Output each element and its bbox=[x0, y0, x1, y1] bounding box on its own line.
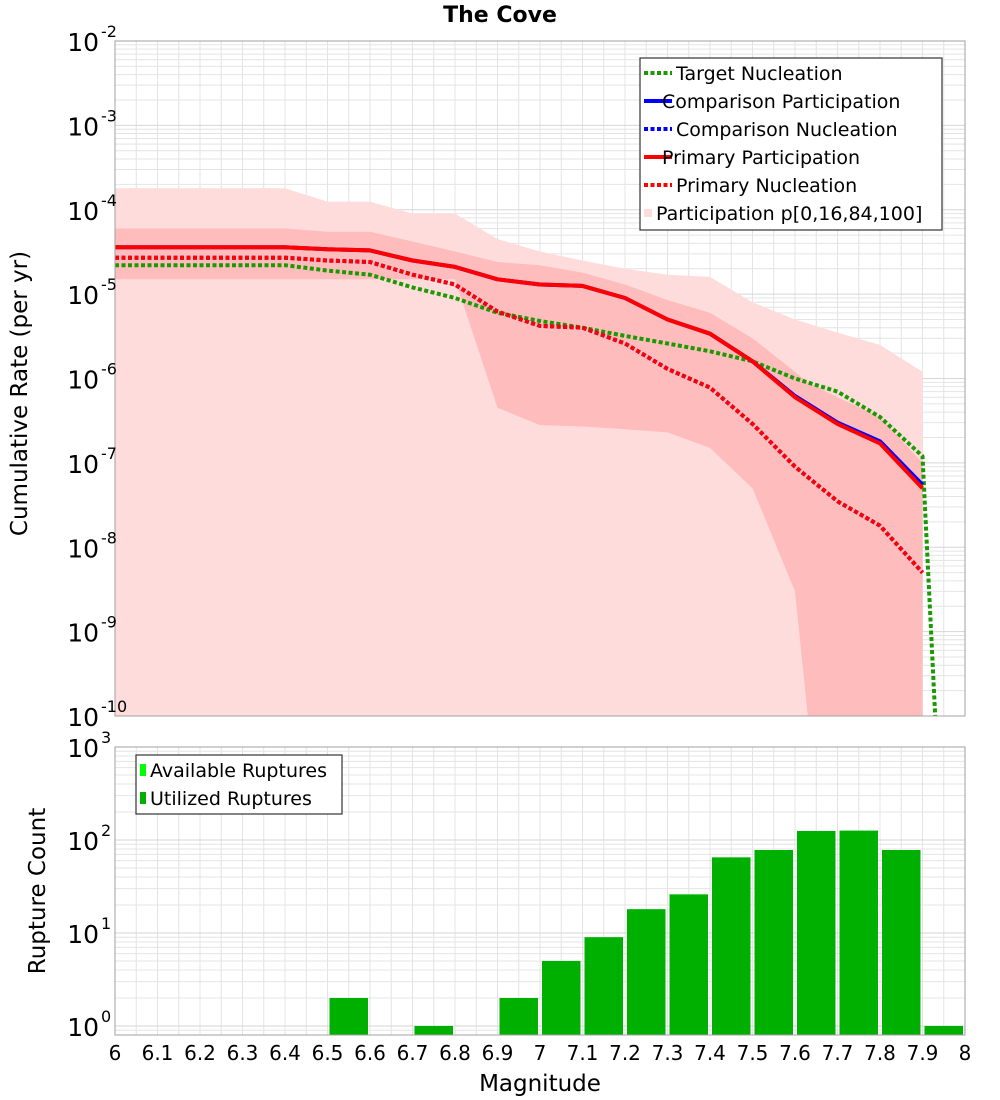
y-tick-exponent: -3 bbox=[101, 106, 117, 125]
x-tick-label: 7.5 bbox=[737, 1041, 769, 1065]
y-tick-exponent: -9 bbox=[101, 613, 117, 632]
bar-utilized bbox=[414, 1025, 453, 1035]
bar-utilized bbox=[499, 997, 538, 1035]
x-tick-label: 7.9 bbox=[907, 1041, 939, 1065]
participation-band-inner bbox=[115, 228, 923, 716]
y-tick-exponent: -8 bbox=[101, 528, 117, 547]
y-tick-exponent: 0 bbox=[101, 1007, 111, 1026]
y-tick-label: 10 bbox=[67, 534, 99, 563]
y-tick-exponent: -10 bbox=[101, 697, 127, 716]
rate-series-lines bbox=[115, 245, 938, 717]
x-tick-label: 6 bbox=[109, 1041, 122, 1065]
x-tick-label: 7.1 bbox=[567, 1041, 599, 1065]
x-tick-label: 7.6 bbox=[779, 1041, 811, 1065]
rupture-plot-frame bbox=[114, 746, 966, 1036]
x-tick-label: 7.4 bbox=[694, 1041, 726, 1065]
x-tick-label: 6.4 bbox=[269, 1041, 301, 1065]
x-tick-label: 8 bbox=[959, 1041, 972, 1065]
bar-utilized bbox=[584, 937, 623, 1035]
x-tick-label: 6.6 bbox=[354, 1041, 386, 1065]
x-tick-label: 6.3 bbox=[227, 1041, 259, 1065]
legend-box bbox=[135, 754, 343, 815]
rate-y-ticks: 10-210-310-410-510-610-710-810-910-10 bbox=[67, 22, 127, 732]
bar-utilized bbox=[627, 909, 666, 1035]
x-tick-label: 6.2 bbox=[184, 1041, 216, 1065]
y-tick-exponent: -5 bbox=[101, 275, 117, 294]
rate-legend: Target Nucleation Comparison Participatio… bbox=[639, 57, 943, 231]
series-line-primary-nucleation bbox=[115, 255, 924, 574]
y-tick-label: 10 bbox=[67, 827, 99, 856]
participation-bands bbox=[115, 188, 923, 716]
bar-utilized bbox=[712, 857, 751, 1035]
x-tick-label: 6.9 bbox=[482, 1041, 514, 1065]
legend-label: Primary Nucleation bbox=[676, 175, 857, 197]
x-tick-label: 6.7 bbox=[397, 1041, 429, 1065]
bar-utilized bbox=[669, 894, 708, 1035]
x-tick-label: 6.5 bbox=[312, 1041, 344, 1065]
x-tick-label: 7.8 bbox=[864, 1041, 896, 1065]
x-tick-label: 6.8 bbox=[439, 1041, 471, 1065]
y-tick-exponent: 2 bbox=[101, 821, 111, 840]
y-tick-label: 10 bbox=[67, 197, 99, 226]
bar-utilized bbox=[924, 1025, 963, 1035]
x-tick-label: 7 bbox=[534, 1041, 547, 1065]
y-tick-label: 10 bbox=[67, 366, 99, 395]
y-tick-label: 10 bbox=[67, 734, 99, 763]
series-line-primary-participation bbox=[115, 245, 924, 490]
x-tick-label: 7.2 bbox=[609, 1041, 641, 1065]
magnitude-x-ticks: 6 6.1 6.2 6.3 6.4 6.5 6.6 6.7 6.8 6.9 7 7.1 7.2 7.3 7.… bbox=[109, 1041, 972, 1065]
y-tick-label: 10 bbox=[67, 28, 99, 57]
legend-swatch-band bbox=[644, 209, 652, 217]
y-tick-exponent: 3 bbox=[101, 728, 111, 747]
rate-y-axis-label: Cumulative Rate (per yr) bbox=[7, 251, 33, 536]
y-tick-label: 10 bbox=[67, 1013, 99, 1042]
legend-label: Utilized Ruptures bbox=[150, 788, 312, 810]
legend-label: Primary Participation bbox=[662, 147, 860, 169]
legend-swatch-bar bbox=[140, 792, 146, 804]
legend-box bbox=[639, 57, 943, 231]
series-line-target-nucleation bbox=[115, 263, 938, 717]
x-axis-label: Magnitude bbox=[479, 1071, 601, 1097]
chart-title: The Cove bbox=[443, 3, 557, 28]
y-tick-label: 10 bbox=[67, 281, 99, 310]
y-tick-label: 10 bbox=[67, 112, 99, 141]
x-tick-label: 7.7 bbox=[822, 1041, 854, 1065]
legend-label: Target Nucleation bbox=[675, 63, 843, 85]
bar-utilized bbox=[797, 830, 836, 1035]
bar-utilized bbox=[329, 997, 368, 1035]
legend-label: Comparison Participation bbox=[662, 91, 900, 113]
rate-plot-frame bbox=[114, 40, 966, 717]
bar-utilized bbox=[542, 960, 581, 1035]
x-tick-label: 6.1 bbox=[142, 1041, 174, 1065]
y-tick-label: 10 bbox=[67, 703, 99, 732]
y-tick-exponent: 1 bbox=[101, 914, 111, 933]
legend-label: Available Ruptures bbox=[150, 760, 327, 782]
y-tick-label: 10 bbox=[67, 920, 99, 949]
rate-plot: 10-210-310-410-510-610-710-810-910-10 Cu… bbox=[7, 22, 966, 732]
bar-utilized bbox=[754, 850, 793, 1035]
rupture-y-axis-label: Rupture Count bbox=[25, 808, 51, 974]
rupture-bars bbox=[329, 830, 963, 1035]
y-tick-exponent: -2 bbox=[101, 22, 117, 41]
legend-swatch-bar bbox=[140, 764, 146, 776]
y-tick-exponent: -7 bbox=[101, 444, 117, 463]
bar-utilized bbox=[839, 830, 878, 1035]
legend-label: Comparison Nucleation bbox=[676, 119, 898, 141]
legend-label: Participation p[0,16,84,100] bbox=[656, 203, 922, 225]
y-tick-label: 10 bbox=[67, 619, 99, 648]
y-tick-exponent: -6 bbox=[101, 360, 117, 379]
bar-utilized bbox=[882, 850, 921, 1035]
rupture-legend: Available Ruptures Utilized Ruptures bbox=[135, 754, 343, 815]
y-tick-exponent: -4 bbox=[101, 191, 117, 210]
x-tick-label: 7.3 bbox=[652, 1041, 684, 1065]
y-tick-label: 10 bbox=[67, 450, 99, 479]
